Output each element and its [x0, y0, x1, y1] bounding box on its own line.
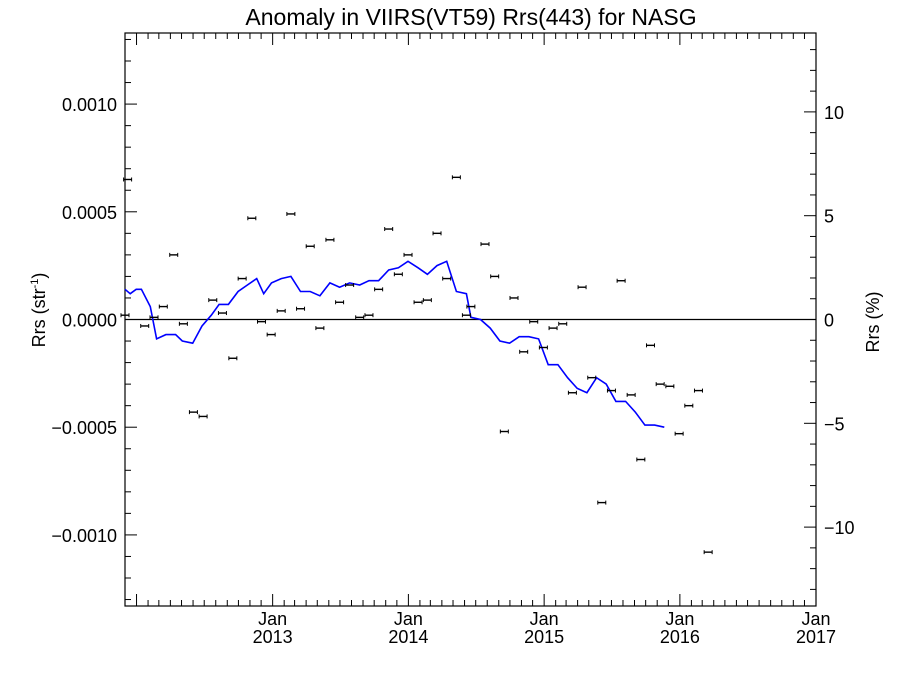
data-point: [538, 345, 548, 350]
data-point: [403, 252, 413, 257]
y-right-tick-label: 0: [824, 311, 834, 331]
data-point: [178, 321, 188, 326]
data-point: [228, 356, 238, 361]
x-tick-label-year: 2016: [660, 627, 700, 647]
y-left-tick-label: 0.0005: [62, 203, 117, 223]
x-tick-label-month: Jan: [665, 609, 694, 629]
data-point: [567, 390, 577, 395]
data-point: [315, 326, 325, 331]
data-point: [587, 375, 597, 380]
data-point: [422, 298, 432, 303]
y-right-tick-label: −10: [824, 518, 855, 538]
data-point: [674, 431, 684, 436]
data-point: [684, 403, 694, 408]
data-point: [499, 429, 509, 434]
data-point: [577, 285, 587, 290]
data-point: [466, 304, 476, 309]
data-point: [120, 313, 130, 318]
y-axis-left-label-main: Rrs (str: [29, 288, 49, 347]
data-point: [169, 252, 179, 257]
y-left-tick-label: 0.0000: [62, 311, 117, 331]
data-point: [276, 308, 286, 313]
data-point: [480, 242, 490, 247]
data-point: [266, 332, 276, 337]
x-tick-label-year: 2017: [796, 627, 836, 647]
data-point: [606, 388, 616, 393]
y-left-tick-label: −0.0010: [51, 526, 117, 546]
data-point: [461, 313, 471, 318]
data-point: [335, 300, 345, 305]
data-point: [432, 231, 442, 236]
data-point: [626, 392, 636, 397]
data-point: [655, 382, 665, 387]
data-point: [364, 313, 374, 318]
x-tick-label-month: Jan: [258, 609, 287, 629]
x-tick-label-month: Jan: [530, 609, 559, 629]
data-point: [529, 319, 539, 324]
data-point: [519, 349, 529, 354]
data-point: [140, 323, 150, 328]
x-tick-label-month: Jan: [394, 609, 423, 629]
data-point: [693, 388, 703, 393]
data-point: [149, 315, 159, 320]
y-right-tick-label: −5: [824, 414, 845, 434]
y-axis-left-label-close: ): [29, 273, 49, 279]
data-point: [636, 457, 646, 462]
x-tick-label-year: 2014: [388, 627, 428, 647]
tick-labels: 0.0010 0.0005 0.0000 −0.0005 −0.0010 10 5 0 −5 −1…: [51, 95, 854, 647]
data-point: [665, 384, 675, 389]
chart-title: Anomaly in VIIRS(VT59) Rrs(443) for NASG: [245, 4, 696, 30]
data-point: [188, 410, 198, 415]
data-point: [345, 283, 355, 288]
data-point: [374, 287, 384, 292]
data-point: [305, 244, 315, 249]
data-point: [384, 227, 394, 232]
y-left-tick-label: −0.0005: [51, 418, 117, 438]
plot-frame: [124, 32, 817, 607]
data-point: [237, 276, 247, 281]
data-point: [597, 500, 607, 505]
data-point: [558, 321, 568, 326]
x-tick-label-month: Jan: [801, 609, 830, 629]
data-point: [123, 177, 133, 182]
data-point: [158, 304, 168, 309]
data-point: [286, 211, 296, 216]
axis-ticks: [124, 33, 817, 606]
data-point: [451, 175, 461, 180]
data-point: [256, 319, 266, 324]
x-tick-label-year: 2015: [524, 627, 564, 647]
data-point: [442, 276, 452, 281]
data-point: [548, 326, 558, 331]
y-right-tick-label: 10: [824, 103, 844, 123]
data-marks: [120, 175, 713, 555]
data-point: [646, 343, 656, 348]
series-line: [124, 260, 665, 428]
data-point: [217, 311, 227, 316]
data-point: [325, 237, 335, 242]
data-point: [393, 272, 403, 277]
data-point: [208, 298, 218, 303]
data-point: [296, 306, 306, 311]
y-axis-right-label: Rrs (%): [863, 292, 883, 353]
data-point: [247, 216, 257, 221]
y-right-tick-label: 5: [824, 207, 834, 227]
data-point: [703, 550, 713, 555]
data-point: [616, 278, 626, 283]
data-point: [355, 315, 365, 320]
y-axis-left-label-sup: -1: [29, 279, 41, 289]
data-point: [509, 295, 519, 300]
x-tick-label-year: 2013: [253, 627, 293, 647]
data-point: [198, 414, 208, 419]
data-point: [413, 300, 423, 305]
data-point: [490, 274, 500, 279]
y-left-tick-label: 0.0010: [62, 95, 117, 115]
y-axis-left-label: Rrs (str-1): [29, 273, 49, 348]
